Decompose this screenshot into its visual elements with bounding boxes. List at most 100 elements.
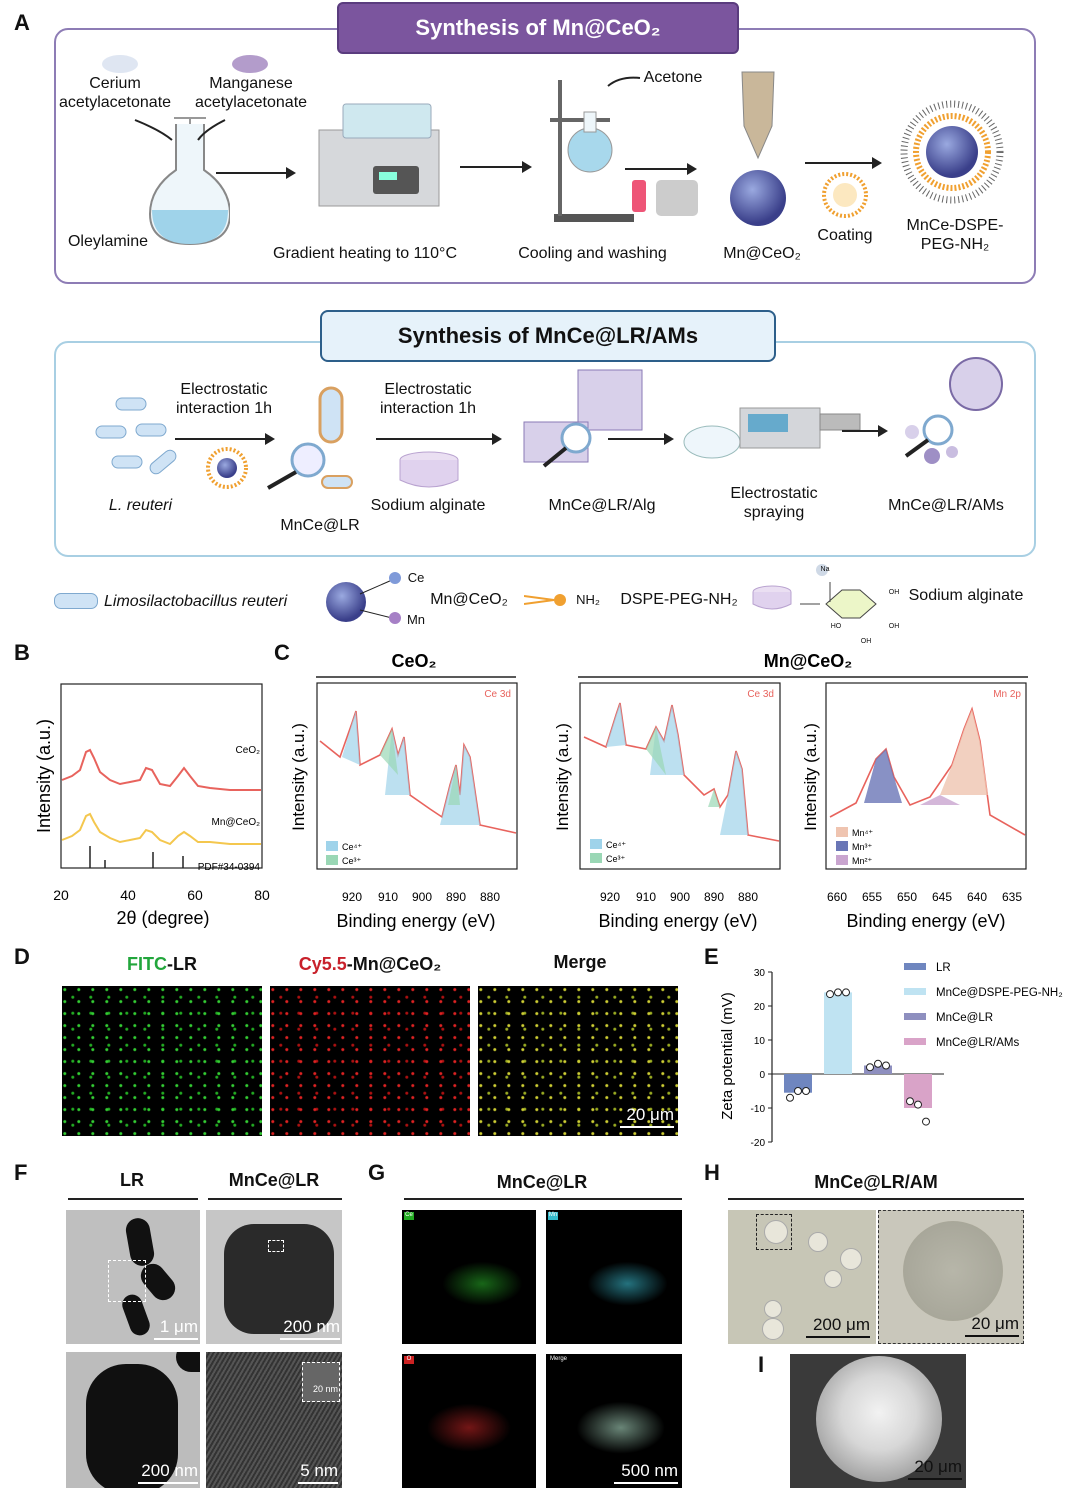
coating-label: Coating xyxy=(817,227,873,244)
cy55-title: Cy5.5-Mn@CeO₂ xyxy=(298,954,442,974)
manganese-powder-icon xyxy=(232,55,268,73)
heating-label: Gradient heating to 110°C xyxy=(273,245,457,262)
ams-microsphere-icon xyxy=(904,357,1003,464)
final-label: MnCe-DSPE-PEG-NH₂ xyxy=(906,217,1004,253)
ce3-legend-1: Ce³⁺ xyxy=(342,856,362,866)
elec2-label: Electrostatic interaction 1h xyxy=(379,381,477,417)
am-high-image: 20 μm xyxy=(878,1210,1024,1344)
flask-icon xyxy=(134,117,230,246)
mn-tick: 655 xyxy=(862,890,882,904)
zeta-point xyxy=(786,1093,794,1102)
tem-mncelr-rule xyxy=(208,1198,342,1200)
scalebar-h2: 20 μm xyxy=(965,1314,1019,1337)
alg-matrix-icon xyxy=(523,369,643,468)
arrow-8 xyxy=(842,425,888,437)
arrow-7 xyxy=(608,433,674,445)
xrd-mnceo2-label: Mn@CeO₂ xyxy=(212,817,261,828)
dspe-legend-icon xyxy=(524,594,566,606)
zeta-legend-label: MnCe@LR/AMs xyxy=(936,1037,1019,1049)
scalebar-f2: 200 nm xyxy=(280,1317,340,1340)
scalebar-i: 20 μm xyxy=(908,1457,962,1480)
ce3-legend-2: Ce³⁺ xyxy=(606,854,626,864)
mnceo2-legend-label: Mn@CeO₂ xyxy=(430,591,508,608)
mnceo2-particle-icon xyxy=(730,71,786,226)
eds-rule xyxy=(404,1198,682,1200)
tem-mncelr-title: MnCe@LR xyxy=(228,1170,320,1190)
oh-label-2: OH xyxy=(888,623,900,630)
xrd-tick: 60 xyxy=(187,887,203,903)
zeta-point xyxy=(882,1061,890,1070)
zeta-legend-swatch xyxy=(904,963,926,970)
xps-ylabel-3: Intensity (a.u.) xyxy=(801,723,820,831)
zeta-bar xyxy=(824,992,852,1074)
zeta-bar xyxy=(864,1065,892,1074)
tem-mncelr-low: 200 nm xyxy=(206,1210,342,1344)
ce-legend-label: Ce xyxy=(407,570,425,585)
panel-label-e: E xyxy=(704,944,719,969)
arrow-4 xyxy=(805,157,882,169)
zeta-point xyxy=(842,988,850,997)
xrd-mnceo2-curve xyxy=(61,812,261,846)
eds-ce-map: Ce xyxy=(402,1210,536,1344)
zeta-legend-swatch xyxy=(904,1038,926,1045)
zeta-legend-label: LR xyxy=(936,962,951,974)
limo-legend-icon xyxy=(54,593,98,609)
zeta-point xyxy=(866,1063,874,1072)
eds-title: MnCe@LR xyxy=(496,1172,588,1192)
zeta-tick-label: 10 xyxy=(754,1036,766,1047)
ce-tick: 910 xyxy=(378,890,398,904)
arrow-1 xyxy=(216,167,296,179)
zeta-ylabel: Zeta potential (mV) xyxy=(719,992,736,1120)
ce-tick: 890 xyxy=(446,890,466,904)
xrd-xlabel: 2θ (degree) xyxy=(116,908,209,928)
scalebar-f3: 200 nm xyxy=(138,1461,198,1484)
synthesis-ams-title: Synthesis of MnCe@LR/AMs xyxy=(320,310,776,362)
mn3-legend: Mn³⁺ xyxy=(852,842,872,852)
zeta-tick-label: 20 xyxy=(754,1002,766,1013)
ho-label: HO xyxy=(830,623,842,630)
am-title: MnCe@LR/AM xyxy=(814,1172,938,1192)
eds-mn-map: Mn xyxy=(546,1210,682,1344)
ce-tick: 900 xyxy=(670,890,690,904)
lreuteri-label: L. reuteri xyxy=(108,497,173,514)
tem-lr-title: LR xyxy=(120,1170,144,1190)
scalebar-f1: 1 μm xyxy=(154,1317,198,1340)
xps-ylabel-1: Intensity (a.u.) xyxy=(289,723,308,831)
xps-ylabel-2: Intensity (a.u.) xyxy=(553,723,572,831)
mn4-legend: Mn⁴⁺ xyxy=(852,828,873,838)
panel-label-g: G xyxy=(368,1160,386,1185)
cerium-powder-icon xyxy=(102,55,138,73)
scalebar-g: 500 nm xyxy=(614,1461,678,1484)
xrd-pdf-label: PDF#34-0394 xyxy=(198,862,261,873)
synthesis-mnceo2-title: Synthesis of Mn@CeO₂ xyxy=(337,2,739,54)
arrow-2 xyxy=(460,161,532,173)
panel-label-b: B xyxy=(14,640,30,665)
scalebar-d: 20 μm xyxy=(620,1105,674,1128)
ce-tick: 910 xyxy=(636,890,656,904)
dspe-legend-label: DSPE-PEG-NH₂ xyxy=(620,591,738,608)
ams-label: MnCe@LR/AMs xyxy=(888,497,1004,514)
xrd-ceo2-label: CeO₂ xyxy=(236,745,261,756)
water-bath-icon xyxy=(318,103,440,207)
mn-tick: 645 xyxy=(932,890,952,904)
xps-mnceo2-title: Mn@CeO₂ xyxy=(764,651,853,671)
ce-tick: 920 xyxy=(600,890,620,904)
tem-mncelr-high: 20 nm 5 nm xyxy=(206,1352,342,1488)
panel-label-f: F xyxy=(14,1160,28,1185)
mnce-dspe-icon xyxy=(900,100,1004,204)
zeta-legend-label: MnCe@DSPE-PEG-NH₂ xyxy=(936,987,1063,999)
xps-plots: CeO₂ Mn@CeO₂ Ce 3d Ce⁴⁺ Ce³⁺ 920 910 900… xyxy=(289,651,1028,931)
panel-label-a: A xyxy=(14,10,30,35)
oh-label-3: OH xyxy=(860,638,872,645)
zeta-tick-label: -10 xyxy=(751,1104,766,1115)
manganese-label: Manganese acetylacetonate xyxy=(194,75,308,111)
zeta-tick-label: 0 xyxy=(759,1070,765,1081)
cerium-label: Cerium acetylacetonate xyxy=(58,75,172,111)
ce-tick: 900 xyxy=(412,890,432,904)
cy55-image xyxy=(270,986,470,1136)
mn2p-label: Mn 2p xyxy=(993,689,1021,700)
mncelr-label: MnCe@LR xyxy=(280,517,360,534)
acetone-label: Acetone xyxy=(643,69,703,86)
xrd-ylabel: Intensity (a.u.) xyxy=(34,719,54,833)
tem-lr-low: 1 μm xyxy=(66,1210,200,1344)
